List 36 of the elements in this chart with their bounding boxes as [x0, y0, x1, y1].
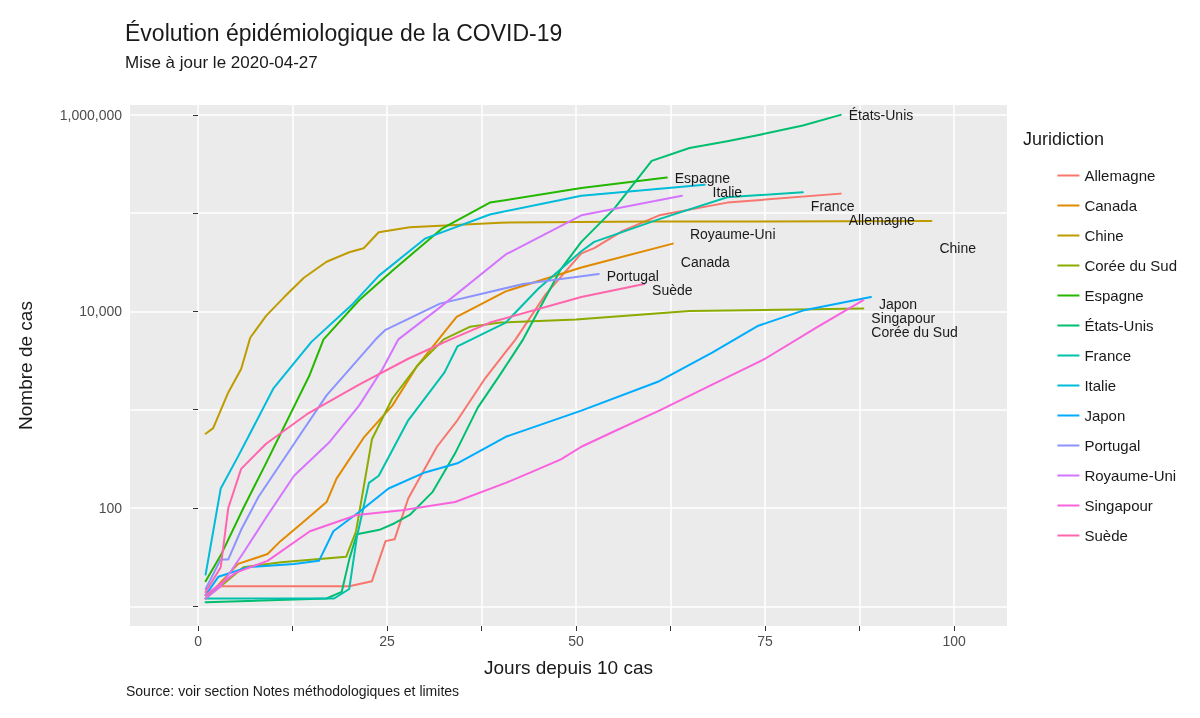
legend-label: États-Unis [1084, 317, 1154, 334]
legend-title: Juridiction [1022, 129, 1105, 149]
x-axis-title: Jours depuis 10 cas [484, 657, 653, 678]
source-note: Source: voir section Notes méthodologiques et limites [126, 683, 460, 699]
legend-label: Portugal [1084, 437, 1141, 454]
x-tick-label: 0 [194, 633, 203, 649]
legend-label: Allemagne [1084, 167, 1156, 184]
text: Portugal [606, 267, 659, 284]
y-axis-title: Nombre de cas [15, 301, 36, 430]
x-tick-label: 25 [379, 633, 396, 649]
chart-subtitle: Mise à jour le 2020-04-27 [125, 53, 318, 72]
y-tick-label: 100 [98, 500, 123, 516]
legend-label: Singapour [1084, 497, 1153, 514]
y-tick-label: 1,000,000 [59, 106, 123, 123]
legend-label: Italie [1084, 377, 1117, 394]
legend-label: Espagne [1084, 287, 1144, 304]
text: Espagne [674, 169, 731, 186]
legend-label: France [1084, 347, 1132, 364]
legend-label: Royaume-Uni [1084, 467, 1177, 484]
text: France [810, 197, 855, 214]
text: Canada [680, 253, 730, 270]
text: Japon [878, 295, 918, 312]
legend-label: Corée du Sud [1084, 257, 1178, 274]
text: Suède [652, 281, 693, 298]
text: États-Unis [848, 106, 914, 123]
text: Chine [939, 239, 976, 256]
x-tick-label: 50 [568, 633, 585, 649]
text: Royaume-Uni [689, 225, 776, 242]
legend-label: Suède [1084, 527, 1128, 544]
legend-label: Chine [1084, 227, 1124, 244]
x-tick-label: 100 [942, 633, 966, 649]
x-tick-label: 75 [757, 633, 774, 649]
chart-title: Évolution épidémiologique de la COVID-19 [125, 19, 563, 46]
legend-label: Canada [1084, 197, 1138, 214]
y-tick-label: 10,000 [79, 303, 123, 320]
legend-label: Japon [1084, 407, 1126, 424]
